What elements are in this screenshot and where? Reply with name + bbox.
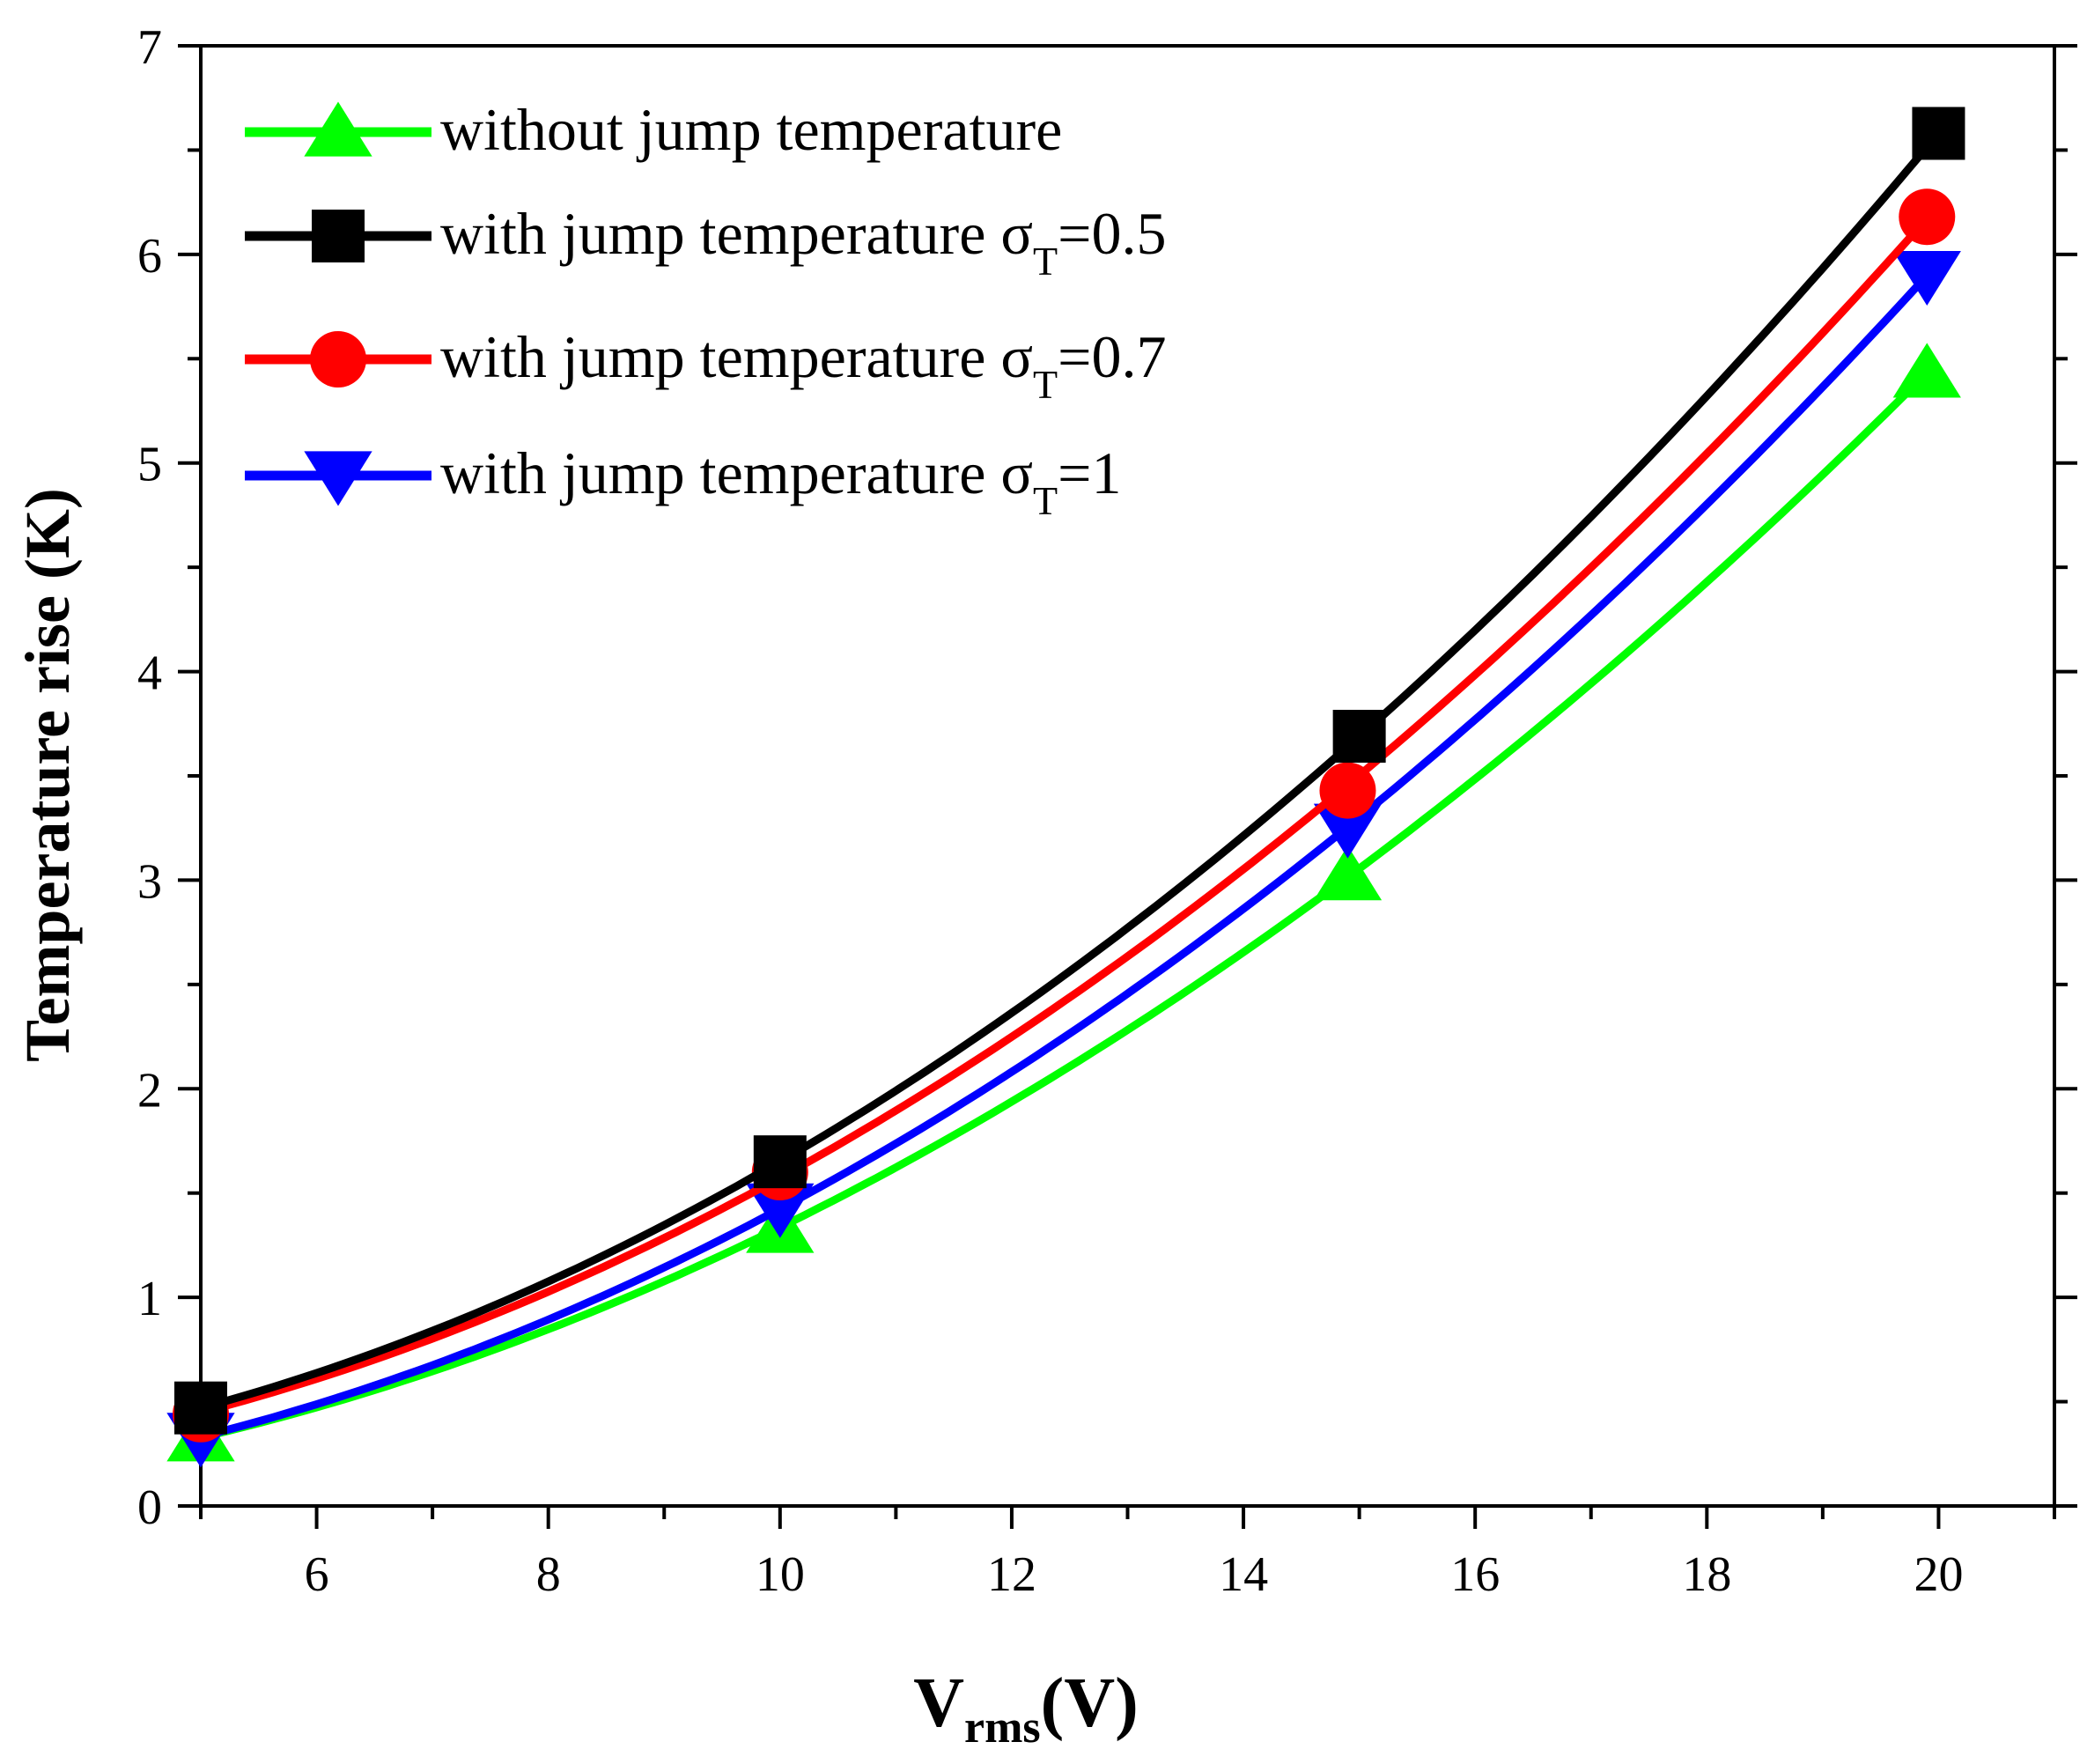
y-tick-label: 5	[137, 438, 162, 492]
y-tick-label: 1	[137, 1272, 162, 1326]
data-point	[746, 1183, 815, 1238]
series-line	[199, 370, 1930, 1442]
y-tick-label: 7	[137, 20, 162, 75]
data-point	[1313, 845, 1383, 901]
legend-value: =0.5	[1058, 200, 1166, 267]
data-point	[174, 1381, 227, 1435]
legend-marker	[310, 331, 366, 387]
data-point	[1899, 188, 1956, 246]
x-axis-title-unit: (V)	[1041, 1664, 1139, 1742]
legend-label-text: with jump temperature	[440, 200, 1000, 267]
data-point	[1319, 762, 1376, 819]
y-tick-label: 6	[137, 229, 162, 284]
legend-sigma: σ	[1000, 200, 1033, 267]
legend-subscript: T	[1033, 478, 1058, 523]
y-tick-label: 0	[137, 1480, 162, 1535]
x-tick-label: 6	[305, 1547, 329, 1602]
legend-sigma: σ	[1000, 323, 1033, 390]
legend-item-1: with jump temperature σT=0.5	[245, 200, 1167, 284]
legend-item-3: with jump temperature σT=1	[245, 439, 1122, 523]
legend-subscript: T	[1033, 239, 1058, 284]
legend-label: with jump temperature σT=1	[440, 439, 1122, 523]
series-3	[166, 250, 1961, 1468]
x-tick-label: 12	[987, 1547, 1036, 1602]
legend-marker	[304, 451, 372, 506]
legend-label-text: with jump temperature	[440, 323, 1000, 390]
legend-label: with jump temperature σT=0.7	[440, 323, 1167, 407]
legend-item-0: without jump temperature	[245, 96, 1062, 163]
legend-subscript: T	[1033, 362, 1058, 407]
series-line	[199, 272, 1930, 1441]
x-tick-label: 20	[1914, 1547, 1963, 1602]
legend: without jump temperature with jump tempe…	[245, 96, 1167, 523]
data-point	[1313, 803, 1383, 859]
y-tick-label: 4	[137, 646, 162, 701]
x-tick-label: 18	[1682, 1547, 1731, 1602]
x-tick-label: 8	[536, 1547, 561, 1602]
legend-label-text: with jump temperature	[440, 439, 1000, 506]
series-line	[199, 130, 1942, 1413]
legend-marker	[312, 210, 365, 262]
x-axis-title-sub: rms	[964, 1702, 1041, 1753]
data-point	[1892, 250, 1961, 306]
x-axis-title-main: V	[913, 1664, 964, 1742]
series-layer	[166, 107, 1965, 1468]
data-point	[1892, 343, 1961, 398]
y-tick-label: 2	[137, 1063, 162, 1118]
series-0	[166, 343, 1961, 1462]
legend-label-text: without jump temperature	[440, 96, 1062, 163]
series-1	[174, 107, 1965, 1435]
x-tick-label: 16	[1450, 1547, 1500, 1602]
x-tick-label: 14	[1219, 1547, 1268, 1602]
data-point	[1912, 107, 1965, 160]
legend-value: =1	[1058, 439, 1121, 506]
x-tick-label: 10	[756, 1547, 805, 1602]
legend-sigma: σ	[1000, 439, 1033, 506]
x-axis-title: Vrms(V)	[913, 1664, 1138, 1753]
data-point	[753, 1135, 807, 1189]
legend-item-2: with jump temperature σT=0.7	[245, 323, 1167, 407]
legend-label: with jump temperature σT=0.5	[440, 200, 1167, 284]
y-tick-label: 3	[137, 854, 162, 909]
y-axis-title: Temperature rise (K)	[12, 488, 83, 1062]
series-line	[199, 216, 1930, 1417]
legend-marker	[304, 101, 372, 157]
legend-label: without jump temperature	[440, 96, 1062, 163]
legend-value: =0.7	[1058, 323, 1166, 390]
data-point	[1332, 709, 1386, 763]
